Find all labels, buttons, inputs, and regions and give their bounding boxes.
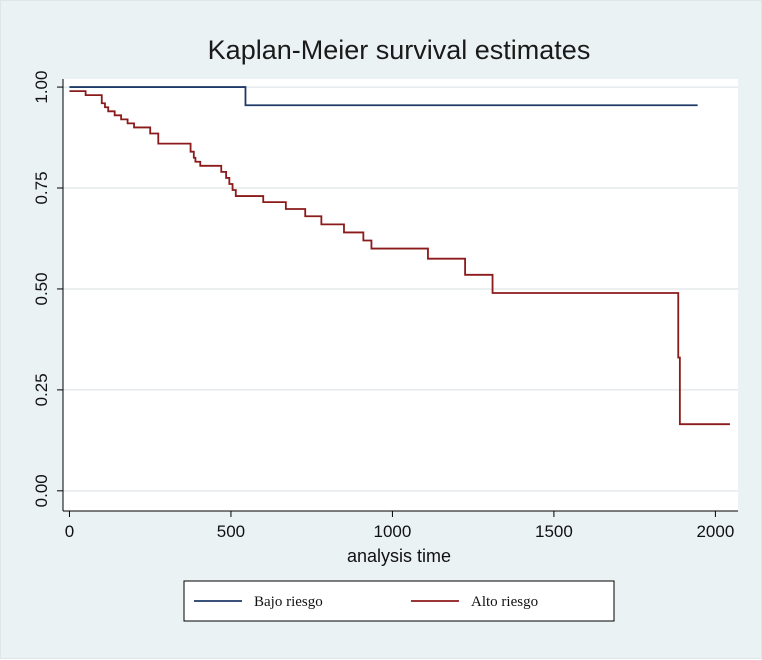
x-tick-label: 500 [217, 522, 245, 541]
y-tick-label: 0.00 [32, 474, 51, 507]
legend-box [183, 580, 615, 622]
x-tick-label: 1500 [535, 522, 573, 541]
y-tick-label: 0.25 [32, 373, 51, 406]
series-layer [69, 86, 730, 426]
series-line-0 [69, 86, 698, 107]
x-axis-label: analysis time [347, 546, 451, 566]
y-ticks: 0.00 0.25 0.50 0.75 1.00 [32, 71, 63, 507]
legend-label-1: Alto riesgo [471, 594, 538, 610]
chart-title: Kaplan-Meier survival estimates [208, 35, 591, 65]
x-tick-label: 2000 [696, 522, 734, 541]
legend-label-0: Bajo riesgo [254, 594, 323, 610]
axes [62, 79, 738, 512]
x-tick-label: 0 [65, 522, 74, 541]
legend: Bajo riesgo Alto riesgo [183, 580, 615, 622]
x-tick-label: 1000 [374, 522, 412, 541]
plot-area [63, 79, 738, 511]
series-line-1 [69, 90, 730, 426]
x-ticks: 0 500 1000 1500 2000 [65, 511, 734, 541]
y-tick-label: 0.50 [32, 272, 51, 305]
y-tick-label: 0.75 [32, 171, 51, 204]
grid-lines [63, 86, 738, 492]
y-tick-label: 1.00 [32, 71, 51, 104]
